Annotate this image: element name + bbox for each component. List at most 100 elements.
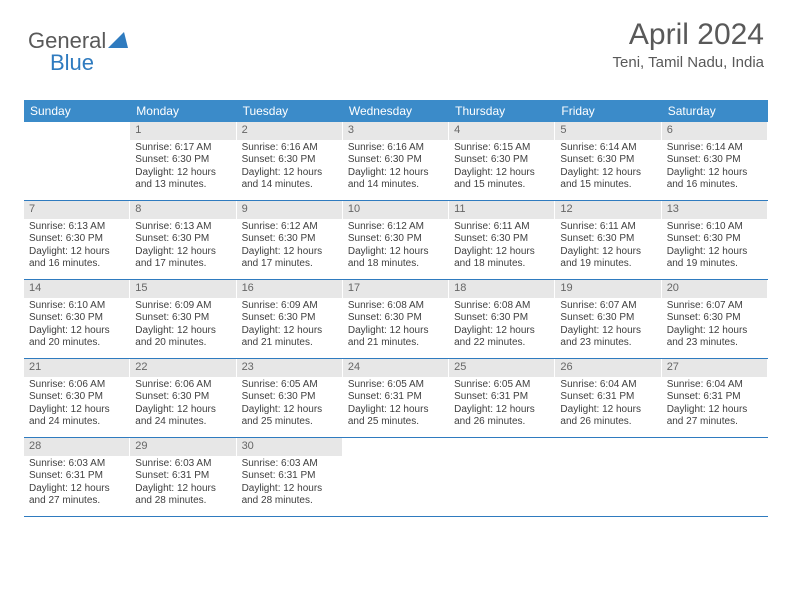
day-body: Sunrise: 6:06 AMSunset: 6:30 PMDaylight:… <box>130 379 236 429</box>
day-line: Sunset: 6:30 PM <box>29 233 125 246</box>
day-number: 15 <box>130 280 236 298</box>
day-line: Sunset: 6:31 PM <box>29 470 125 483</box>
day-cell: 23Sunrise: 6:05 AMSunset: 6:30 PMDayligh… <box>237 359 343 437</box>
day-line: and 19 minutes. <box>560 258 656 271</box>
day-number: 12 <box>555 201 661 219</box>
day-body: Sunrise: 6:03 AMSunset: 6:31 PMDaylight:… <box>24 458 130 508</box>
day-line: Daylight: 12 hours <box>242 167 338 180</box>
day-line: Sunset: 6:30 PM <box>454 154 550 167</box>
day-line: Sunrise: 6:08 AM <box>454 300 550 313</box>
calendar: Sunday Monday Tuesday Wednesday Thursday… <box>24 100 768 517</box>
day-line: Sunrise: 6:03 AM <box>29 458 125 471</box>
day-cell <box>662 438 768 516</box>
day-line: Sunrise: 6:12 AM <box>348 221 444 234</box>
day-number: 26 <box>555 359 661 377</box>
day-line: Sunrise: 6:10 AM <box>29 300 125 313</box>
day-number: 13 <box>662 201 768 219</box>
day-line: Sunset: 6:31 PM <box>242 470 338 483</box>
day-body: Sunrise: 6:03 AMSunset: 6:31 PMDaylight:… <box>130 458 236 508</box>
day-body: Sunrise: 6:03 AMSunset: 6:31 PMDaylight:… <box>237 458 343 508</box>
day-header: Saturday <box>662 100 768 122</box>
day-number: 20 <box>662 280 768 298</box>
day-number: 2 <box>237 122 343 140</box>
day-number: 4 <box>449 122 555 140</box>
day-cell: 1Sunrise: 6:17 AMSunset: 6:30 PMDaylight… <box>130 122 236 200</box>
day-body: Sunrise: 6:13 AMSunset: 6:30 PMDaylight:… <box>130 221 236 271</box>
day-line: Sunset: 6:30 PM <box>348 154 444 167</box>
day-number: 25 <box>449 359 555 377</box>
day-number: 18 <box>449 280 555 298</box>
day-cell <box>343 438 449 516</box>
day-cell: 19Sunrise: 6:07 AMSunset: 6:30 PMDayligh… <box>555 280 661 358</box>
day-body: Sunrise: 6:05 AMSunset: 6:31 PMDaylight:… <box>343 379 449 429</box>
day-number: 16 <box>237 280 343 298</box>
day-line: Sunrise: 6:11 AM <box>454 221 550 234</box>
day-number: 5 <box>555 122 661 140</box>
day-line: Sunset: 6:30 PM <box>348 312 444 325</box>
day-cell: 4 Sunrise: 6:15 AMSunset: 6:30 PMDaylight… <box>449 122 555 200</box>
day-line: and 27 minutes. <box>667 416 763 429</box>
day-line: and 21 minutes. <box>242 337 338 350</box>
day-cell: 25 Sunrise: 6:05 AMSunset: 6:31 PMDayligh… <box>449 359 555 437</box>
day-header: Wednesday <box>343 100 449 122</box>
day-line: Sunset: 6:30 PM <box>29 312 125 325</box>
day-line: Daylight: 12 hours <box>560 167 656 180</box>
day-line: Sunset: 6:30 PM <box>560 233 656 246</box>
day-line: Sunrise: 6:06 AM <box>29 379 125 392</box>
day-cell: 5Sunrise: 6:14 AMSunset: 6:30 PMDaylight… <box>555 122 661 200</box>
day-line: and 28 minutes. <box>135 495 231 508</box>
day-line: Sunset: 6:30 PM <box>242 154 338 167</box>
day-cell: 21Sunrise: 6:06 AMSunset: 6:30 PMDayligh… <box>24 359 130 437</box>
day-cell <box>449 438 555 516</box>
day-line: and 21 minutes. <box>348 337 444 350</box>
day-line: Daylight: 12 hours <box>667 404 763 417</box>
day-line: and 19 minutes. <box>667 258 763 271</box>
day-line: Sunrise: 6:06 AM <box>135 379 231 392</box>
day-body: Sunrise: 6:06 AMSunset: 6:30 PMDaylight:… <box>24 379 130 429</box>
day-cell: 30Sunrise: 6:03 AMSunset: 6:31 PMDayligh… <box>237 438 343 516</box>
day-line: Daylight: 12 hours <box>454 246 550 259</box>
day-body: Sunrise: 6:15 AMSunset: 6:30 PMDaylight:… <box>449 142 555 192</box>
day-line: and 18 minutes. <box>454 258 550 271</box>
day-cell: 24 Sunrise: 6:05 AMSunset: 6:31 PMDayligh… <box>343 359 449 437</box>
day-line: Daylight: 12 hours <box>667 167 763 180</box>
day-line: Sunrise: 6:05 AM <box>242 379 338 392</box>
day-line: Sunrise: 6:14 AM <box>667 142 763 155</box>
day-line: Daylight: 12 hours <box>348 404 444 417</box>
day-cell: 28 Sunrise: 6:03 AMSunset: 6:31 PMDayligh… <box>24 438 130 516</box>
day-number: 24 <box>343 359 449 377</box>
day-header-row: Sunday Monday Tuesday Wednesday Thursday… <box>24 100 768 122</box>
day-number: 19 <box>555 280 661 298</box>
day-body: Sunrise: 6:12 AMSunset: 6:30 PMDaylight:… <box>343 221 449 271</box>
day-line: Sunset: 6:30 PM <box>242 391 338 404</box>
day-cell: 27Sunrise: 6:04 AMSunset: 6:31 PMDayligh… <box>662 359 768 437</box>
day-line: Daylight: 12 hours <box>454 167 550 180</box>
day-line: and 14 minutes. <box>348 179 444 192</box>
day-number: 28 <box>24 438 130 456</box>
day-line: Daylight: 12 hours <box>560 246 656 259</box>
day-line: Sunset: 6:31 PM <box>560 391 656 404</box>
day-number: 23 <box>237 359 343 377</box>
day-line: Daylight: 12 hours <box>29 483 125 496</box>
day-header: Thursday <box>449 100 555 122</box>
day-line: Sunset: 6:30 PM <box>454 312 550 325</box>
day-line: Sunrise: 6:03 AM <box>242 458 338 471</box>
day-line: Sunrise: 6:10 AM <box>667 221 763 234</box>
day-line: Daylight: 12 hours <box>135 404 231 417</box>
day-line: and 24 minutes. <box>135 416 231 429</box>
day-line: Daylight: 12 hours <box>29 246 125 259</box>
day-cell: 29Sunrise: 6:03 AMSunset: 6:31 PMDayligh… <box>130 438 236 516</box>
day-body: Sunrise: 6:05 AMSunset: 6:31 PMDaylight:… <box>449 379 555 429</box>
day-body: Sunrise: 6:07 AMSunset: 6:30 PMDaylight:… <box>662 300 768 350</box>
day-line: Sunset: 6:31 PM <box>667 391 763 404</box>
day-body: Sunrise: 6:11 AMSunset: 6:30 PMDaylight:… <box>449 221 555 271</box>
day-header: Sunday <box>24 100 130 122</box>
day-cell: 22Sunrise: 6:06 AMSunset: 6:30 PMDayligh… <box>130 359 236 437</box>
week-row: 14Sunrise: 6:10 AMSunset: 6:30 PMDayligh… <box>24 280 768 359</box>
day-body: Sunrise: 6:17 AMSunset: 6:30 PMDaylight:… <box>130 142 236 192</box>
day-header: Tuesday <box>237 100 343 122</box>
day-line: and 20 minutes. <box>29 337 125 350</box>
day-line: and 15 minutes. <box>454 179 550 192</box>
day-cell: 18Sunrise: 6:08 AMSunset: 6:30 PMDayligh… <box>449 280 555 358</box>
day-cell: 12Sunrise: 6:11 AMSunset: 6:30 PMDayligh… <box>555 201 661 279</box>
